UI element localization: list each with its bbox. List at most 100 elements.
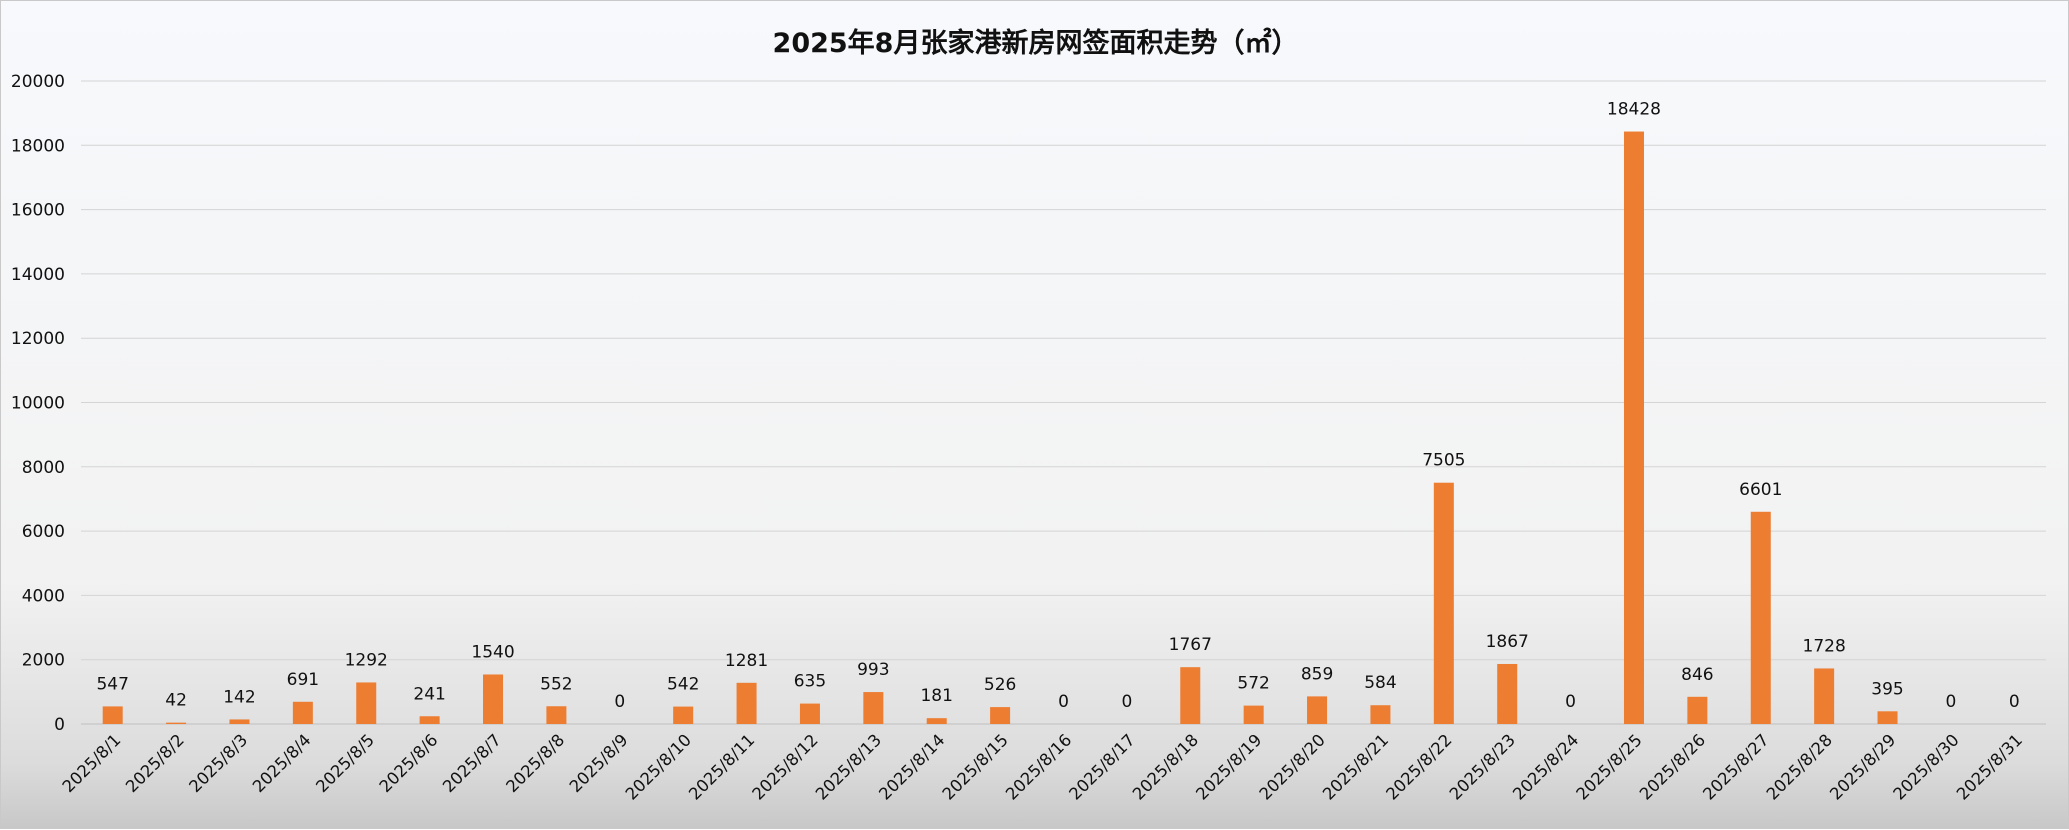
x-tick-label: 2025/8/29 (1826, 730, 1899, 803)
chart-title: 2025年8月张家港新房网签面积走势（㎡） (772, 28, 1299, 59)
bar (483, 674, 504, 724)
x-tick-label: 2025/8/13 (812, 730, 885, 803)
bar (166, 722, 187, 724)
x-tick-label: 2025/8/27 (1699, 730, 1772, 803)
y-tick-label: 12000 (11, 329, 65, 349)
data-label: 181 (920, 686, 952, 706)
y-tick-label: 18000 (11, 136, 65, 156)
x-tick-label: 2025/8/5 (312, 730, 378, 796)
data-label: 635 (794, 672, 826, 692)
bar (1370, 705, 1391, 724)
data-label: 18428 (1607, 100, 1661, 120)
bar (1180, 667, 1201, 724)
x-tick-label: 2025/8/10 (622, 730, 695, 803)
x-tick-label: 2025/8/28 (1763, 730, 1836, 803)
x-tick-label: 2025/8/30 (1889, 730, 1962, 803)
x-tick-label: 2025/8/20 (1256, 730, 1329, 803)
data-label: 395 (1871, 679, 1903, 699)
x-tick-label: 2025/8/12 (749, 730, 822, 803)
bar (1877, 711, 1898, 724)
x-tick-label: 2025/8/17 (1065, 730, 1138, 803)
bar (546, 706, 567, 724)
y-tick-label: 20000 (11, 72, 65, 92)
data-label: 993 (857, 660, 889, 680)
x-tick-label: 2025/8/14 (875, 730, 948, 803)
data-label: 0 (614, 692, 625, 712)
data-label: 0 (1946, 692, 1957, 712)
y-tick-label: 0 (54, 715, 65, 735)
x-tick-label: 2025/8/16 (1002, 730, 1075, 803)
x-tick-label: 2025/8/31 (1953, 730, 2026, 803)
data-label: 42 (165, 691, 187, 711)
data-label: 572 (1237, 674, 1269, 694)
x-tick-label: 2025/8/4 (249, 730, 315, 796)
x-tick-label: 2025/8/11 (685, 730, 758, 803)
data-label: 6601 (1739, 480, 1782, 500)
x-tick-label: 2025/8/25 (1573, 730, 1646, 803)
data-label: 526 (984, 675, 1016, 695)
bar (292, 701, 313, 724)
bar (1243, 705, 1264, 724)
bar (1307, 696, 1328, 724)
y-tick-label: 10000 (11, 394, 65, 414)
bar (1497, 663, 1518, 724)
data-label: 142 (223, 687, 255, 707)
bar (1623, 131, 1644, 724)
bar (1433, 482, 1454, 724)
x-tick-label: 2025/8/3 (185, 730, 251, 796)
data-label: 1281 (725, 651, 768, 671)
x-tick-label: 2025/8/15 (939, 730, 1012, 803)
bar (229, 719, 250, 724)
bar (1687, 696, 1708, 724)
data-label: 0 (1058, 692, 1069, 712)
bar (990, 707, 1011, 724)
bar (102, 706, 123, 724)
bar (926, 718, 947, 724)
y-tick-label: 16000 (11, 201, 65, 221)
x-tick-label: 2025/8/7 (439, 730, 505, 796)
data-label: 241 (413, 684, 445, 704)
x-tick-label: 2025/8/2 (122, 730, 188, 796)
data-label: 7505 (1422, 451, 1465, 471)
x-tick-label: 2025/8/1 (59, 730, 125, 796)
y-tick-label: 4000 (22, 586, 65, 606)
bar (799, 703, 820, 724)
data-label: 552 (540, 674, 572, 694)
x-tick-label: 2025/8/19 (1192, 730, 1265, 803)
x-tick-label: 2025/8/18 (1129, 730, 1202, 803)
data-label: 542 (667, 675, 699, 695)
x-tick-label: 2025/8/24 (1509, 730, 1582, 803)
y-tick-label: 6000 (22, 522, 65, 542)
x-tick-label: 2025/8/22 (1382, 730, 1455, 803)
data-label: 859 (1301, 664, 1333, 684)
data-label: 846 (1681, 665, 1713, 685)
data-label: 1728 (1803, 636, 1846, 656)
x-tick-label: 2025/8/23 (1446, 730, 1519, 803)
data-label: 0 (1565, 692, 1576, 712)
x-tick-label: 2025/8/6 (376, 730, 442, 796)
bar (356, 682, 377, 724)
y-tick-label: 8000 (22, 458, 65, 478)
data-label: 691 (287, 670, 319, 690)
bar (1750, 511, 1771, 724)
data-label: 1867 (1486, 632, 1529, 652)
bar (673, 706, 694, 724)
bar (863, 692, 884, 724)
x-tick-label: 2025/8/21 (1319, 730, 1392, 803)
data-label: 584 (1364, 673, 1396, 693)
bar (419, 716, 440, 724)
data-label: 1540 (471, 642, 514, 662)
data-label: 547 (96, 674, 128, 694)
y-tick-label: 14000 (11, 265, 65, 285)
data-label: 1292 (345, 650, 388, 670)
bar (1814, 668, 1835, 724)
x-tick-label: 2025/8/8 (502, 730, 568, 796)
x-tick-label: 2025/8/26 (1636, 730, 1709, 803)
bar (736, 682, 757, 724)
y-tick-label: 2000 (22, 651, 65, 671)
x-tick-label: 2025/8/9 (566, 730, 632, 796)
data-label: 0 (2009, 692, 2020, 712)
data-label: 1767 (1169, 635, 1212, 655)
data-label: 0 (1121, 692, 1132, 712)
